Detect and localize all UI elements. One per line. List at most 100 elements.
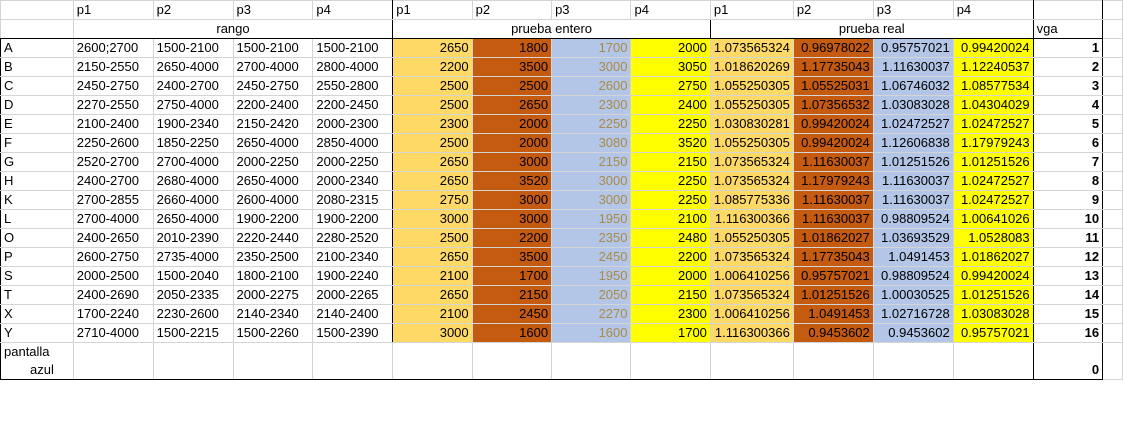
- real-cell[interactable]: 1.17979243: [952, 133, 1034, 153]
- col-header[interactable]: p4: [312, 0, 394, 20]
- real-cell[interactable]: 1.055250305: [709, 95, 794, 115]
- rango-cell[interactable]: 1900-2200: [232, 209, 314, 229]
- entero-cell[interactable]: 2250: [630, 171, 711, 191]
- entero-cell[interactable]: 2500: [392, 133, 473, 153]
- rango-cell[interactable]: 2000-2250: [312, 152, 394, 172]
- vga-cell[interactable]: 7: [1032, 152, 1104, 172]
- rango-cell[interactable]: 2400-2700: [152, 76, 234, 96]
- entero-cell[interactable]: 3000: [551, 190, 632, 210]
- col-header[interactable]: p2: [471, 0, 553, 20]
- real-cell[interactable]: 1.073565324: [709, 247, 794, 267]
- entero-cell[interactable]: 2100: [630, 209, 711, 229]
- real-cell[interactable]: 1.06746032: [872, 76, 954, 96]
- row-label-cell[interactable]: K: [0, 190, 74, 210]
- rango-cell[interactable]: 2650-4000: [232, 171, 314, 191]
- rango-cell[interactable]: 1900-2240: [312, 266, 394, 286]
- cell[interactable]: [1102, 0, 1123, 20]
- vga-cell[interactable]: 15: [1032, 304, 1104, 324]
- real-cell[interactable]: 1.0491453: [792, 304, 874, 324]
- rango-cell[interactable]: 2800-4000: [312, 57, 394, 77]
- rango-cell[interactable]: 2750-4000: [152, 95, 234, 115]
- entero-cell[interactable]: 2250: [630, 114, 711, 134]
- entero-cell[interactable]: 2650: [392, 171, 473, 191]
- rango-cell[interactable]: 2650-4000: [152, 209, 234, 229]
- cell[interactable]: [1102, 190, 1123, 210]
- rango-cell[interactable]: 2550-2800: [312, 76, 394, 96]
- cell[interactable]: [312, 342, 394, 380]
- rango-cell[interactable]: 2700-4000: [72, 209, 154, 229]
- cell[interactable]: [1102, 323, 1123, 343]
- rango-cell[interactable]: 2520-2700: [72, 152, 154, 172]
- cell[interactable]: [1102, 114, 1123, 134]
- rango-cell[interactable]: 2150-2420: [232, 114, 314, 134]
- rango-cell[interactable]: 2350-2500: [232, 247, 314, 267]
- entero-cell[interactable]: 2000: [630, 38, 711, 58]
- entero-cell[interactable]: 3000: [471, 190, 553, 210]
- rango-cell[interactable]: 2140-2340: [232, 304, 314, 324]
- col-header[interactable]: p1: [72, 0, 154, 20]
- entero-cell[interactable]: 2300: [630, 304, 711, 324]
- real-cell[interactable]: 1.11630037: [792, 209, 874, 229]
- vga-cell[interactable]: 2: [1032, 57, 1104, 77]
- rango-cell[interactable]: 2050-2335: [152, 285, 234, 305]
- entero-cell[interactable]: 2650: [392, 152, 473, 172]
- real-cell[interactable]: 1.073565324: [709, 171, 794, 191]
- cell[interactable]: [709, 342, 794, 380]
- entero-cell[interactable]: 1700: [630, 323, 711, 343]
- cell[interactable]: [1102, 19, 1123, 39]
- real-cell[interactable]: 1.02472527: [952, 171, 1034, 191]
- rango-cell[interactable]: 2280-2520: [312, 228, 394, 248]
- real-cell[interactable]: 1.11630037: [872, 171, 954, 191]
- rango-cell[interactable]: 2600-2750: [72, 247, 154, 267]
- real-cell[interactable]: 0.99420024: [952, 38, 1034, 58]
- group-header-prueba-real[interactable]: prueba real: [709, 19, 1034, 39]
- real-cell[interactable]: 1.00030525: [872, 285, 954, 305]
- vga-cell[interactable]: 6: [1032, 133, 1104, 153]
- vga-cell[interactable]: 16: [1032, 323, 1104, 343]
- real-cell[interactable]: 1.11630037: [872, 57, 954, 77]
- entero-cell[interactable]: 2150: [630, 152, 711, 172]
- rango-cell[interactable]: 1500-2040: [152, 266, 234, 286]
- row-label-cell[interactable]: L: [0, 209, 74, 229]
- entero-cell[interactable]: 2450: [551, 247, 632, 267]
- real-cell[interactable]: 0.98809524: [872, 209, 954, 229]
- row-label-cell[interactable]: X: [0, 304, 74, 324]
- cell[interactable]: [1102, 209, 1123, 229]
- cell[interactable]: [1102, 228, 1123, 248]
- real-cell[interactable]: 1.08577534: [952, 76, 1034, 96]
- col-header[interactable]: p3: [872, 0, 954, 20]
- entero-cell[interactable]: 2750: [392, 190, 473, 210]
- cell[interactable]: [1102, 285, 1123, 305]
- row-label-cell[interactable]: D: [0, 95, 74, 115]
- cell[interactable]: [152, 342, 234, 380]
- entero-cell[interactable]: 3520: [471, 171, 553, 191]
- entero-cell[interactable]: 2200: [392, 57, 473, 77]
- rango-cell[interactable]: 2010-2390: [152, 228, 234, 248]
- cell[interactable]: [1102, 266, 1123, 286]
- rango-cell[interactable]: 1500-2100: [232, 38, 314, 58]
- real-cell[interactable]: 1.018620269: [709, 57, 794, 77]
- entero-cell[interactable]: 1950: [551, 266, 632, 286]
- real-cell[interactable]: 1.04304029: [952, 95, 1034, 115]
- rango-cell[interactable]: 2650-4000: [232, 133, 314, 153]
- real-cell[interactable]: 1.07356532: [792, 95, 874, 115]
- col-header[interactable]: p4: [952, 0, 1034, 20]
- real-cell[interactable]: 1.12240537: [952, 57, 1034, 77]
- rango-cell[interactable]: 2700-2855: [72, 190, 154, 210]
- vga-cell[interactable]: 4: [1032, 95, 1104, 115]
- row-label-cell[interactable]: A: [0, 38, 74, 58]
- real-cell[interactable]: 1.17735043: [792, 247, 874, 267]
- entero-cell[interactable]: 1700: [471, 266, 553, 286]
- real-cell[interactable]: 1.006410256: [709, 266, 794, 286]
- rango-cell[interactable]: 2230-2600: [152, 304, 234, 324]
- real-cell[interactable]: 1.055250305: [709, 133, 794, 153]
- real-cell[interactable]: 0.99420024: [792, 133, 874, 153]
- rango-cell[interactable]: 2735-4000: [152, 247, 234, 267]
- rango-cell[interactable]: 2000-2340: [312, 171, 394, 191]
- real-cell[interactable]: 1.02716728: [872, 304, 954, 324]
- real-cell[interactable]: 1.01251526: [952, 285, 1034, 305]
- real-cell[interactable]: 1.03083028: [952, 304, 1034, 324]
- entero-cell[interactable]: 2500: [471, 76, 553, 96]
- vga-cell[interactable]: 10: [1032, 209, 1104, 229]
- row-label-cell[interactable]: E: [0, 114, 74, 134]
